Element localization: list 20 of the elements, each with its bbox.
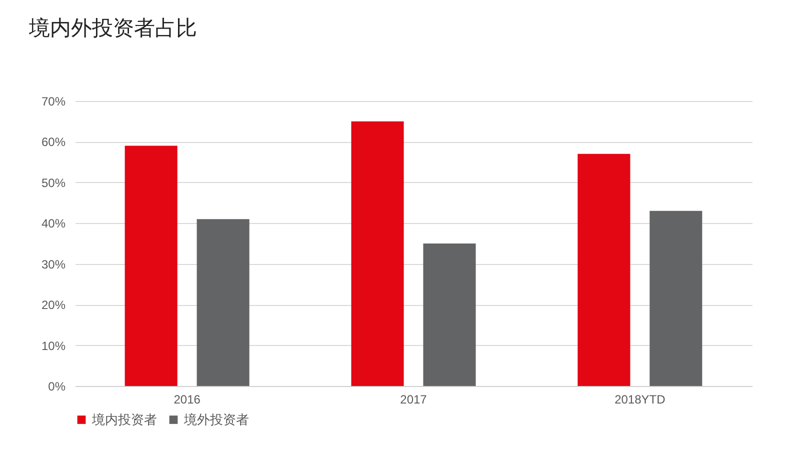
bar <box>423 244 476 386</box>
x-tick-label: 2018YTD <box>614 392 666 406</box>
bar <box>196 219 250 386</box>
legend-label: 境内投资者 <box>91 412 157 427</box>
legend-label: 境外投资者 <box>183 412 249 427</box>
y-tick-label: 10% <box>41 338 66 353</box>
y-tick-label: 50% <box>41 176 66 190</box>
y-tick-label: 0% <box>48 380 66 394</box>
bar <box>351 121 404 386</box>
bar <box>124 146 178 386</box>
x-tick-label: 2017 <box>400 392 428 406</box>
bar <box>578 154 630 386</box>
chart-title: 境内外投资者占比 <box>28 17 197 40</box>
y-tick-label: 30% <box>41 257 66 272</box>
y-tick-label: 20% <box>41 298 66 312</box>
y-tick-label: 60% <box>41 135 66 150</box>
y-tick-label: 40% <box>41 216 66 231</box>
x-tick-label: 2016 <box>174 392 201 406</box>
bar <box>650 210 702 386</box>
y-tick-label: 70% <box>41 94 66 108</box>
